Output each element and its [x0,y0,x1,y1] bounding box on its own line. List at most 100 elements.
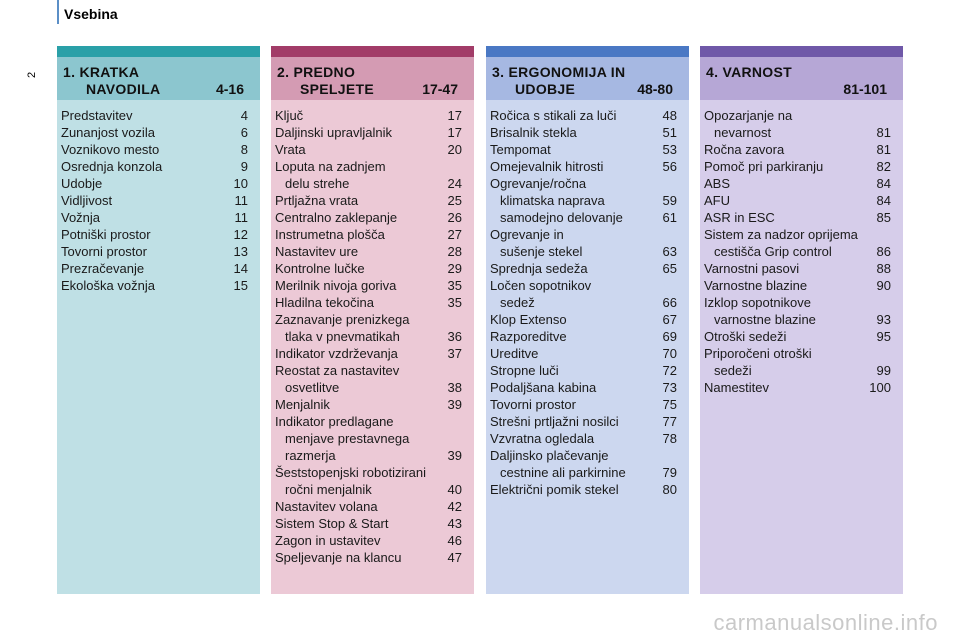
toc-entry[interactable]: Predstavitev 4 [57,107,260,124]
toc-entry[interactable]: Ogrevanje/ročna klimatska naprava 59 [486,175,689,209]
toc-entry[interactable]: Menjalnik 39 [271,396,474,413]
toc-entry[interactable]: Klop Extenso 67 [486,311,689,328]
toc-entry-page: 47 [447,550,462,565]
toc-entry[interactable]: ASR in ESC 85 [700,209,903,226]
toc-entry-page: 65 [662,261,677,276]
toc-entry[interactable]: Daljinski upravljalnik 17 [271,124,474,141]
toc-entry[interactable]: Ročna zavora 81 [700,141,903,158]
section-title-line1: 4. VARNOST [706,64,792,80]
toc-entry-page: 40 [447,482,462,497]
toc-entry[interactable]: Izklop sopotnikove varnostne blazine 93 [700,294,903,328]
toc-entry[interactable]: Kontrolne lučke 29 [271,260,474,277]
section-header: 2. PREDNO SPELJETE 17-47 [271,57,474,100]
toc-entry[interactable]: Brisalnik stekla 51 [486,124,689,141]
toc-entry-title: Instrumetna plošča [275,227,385,242]
toc-entry[interactable]: Instrumetna plošča 27 [271,226,474,243]
toc-entry[interactable]: Vrata 20 [271,141,474,158]
toc-entry-page: 17 [447,125,462,140]
toc-entry-title-continued: nevarnost [714,125,772,140]
toc-entry-title-continued: sedeži [714,363,752,378]
toc-entry[interactable]: Reostat za nastavitev osvetlitve 38 [271,362,474,396]
toc-entry[interactable]: Varnostni pasovi 88 [700,260,903,277]
toc-entry[interactable]: Vzvratna ogledala 78 [486,430,689,447]
toc-entry-page: 95 [876,329,891,344]
toc-entry[interactable]: Nastavitev volana 42 [271,498,474,515]
toc-entry[interactable]: Opozarjanje na nevarnost 81 [700,107,903,141]
toc-entry[interactable]: Udobje 10 [57,175,260,192]
section-title-line2: UDOBJE [515,81,576,97]
toc-entry-title: Tovorni prostor [61,244,147,259]
toc-entry[interactable]: Ročica s stikali za luči 48 [486,107,689,124]
toc-entry[interactable]: Zunanjost vozila 6 [57,124,260,141]
toc-entry[interactable]: Sistem Stop & Start 43 [271,515,474,532]
toc-entry[interactable]: samodejno delovanje 61 [486,209,689,226]
toc-entry[interactable]: Priporočeni otroški sedeži 99 [700,345,903,379]
toc-entry[interactable]: Hladilna tekočina 35 [271,294,474,311]
toc-entry-page: 99 [876,363,891,378]
toc-entry[interactable]: Ogrevanje in sušenje stekel 63 [486,226,689,260]
toc-entry-title: Ročna zavora [704,142,785,157]
toc-entry[interactable]: Loputa na zadnjem delu strehe 24 [271,158,474,192]
toc-entry[interactable]: Prtljažna vrata 25 [271,192,474,209]
toc-entry-title: Potniški prostor [61,227,151,242]
toc-entry[interactable]: Tovorni prostor 75 [486,396,689,413]
toc-entry[interactable]: Nastavitev ure 28 [271,243,474,260]
toc-entry[interactable]: Otroški sedeži 95 [700,328,903,345]
toc-entry-page: 26 [447,210,462,225]
toc-entry[interactable]: Zaznavanje prenizkega tlaka v pnevmatikah… [271,311,474,345]
toc-entry-title: Pomoč pri parkiranju [704,159,824,174]
toc-entry-page: 84 [876,193,891,208]
toc-entry[interactable]: Osrednja konzola 9 [57,158,260,175]
toc-entry[interactable]: Indikator predlagane menjave prestavnega [271,413,474,447]
section-title-line2: NAVODILA [86,81,161,97]
toc-entry[interactable]: razmerja 39 [271,447,474,464]
toc-entry[interactable]: Tempomat 53 [486,141,689,158]
toc-entry[interactable]: Varnostne blazine 90 [700,277,903,294]
toc-entry[interactable]: Šeststopenjski robotizirani ročni menjaln… [271,464,474,498]
toc-entry[interactable]: Pomoč pri parkiranju 82 [700,158,903,175]
toc-entry[interactable]: Podaljšana kabina 73 [486,379,689,396]
toc-entry[interactable]: Tovorni prostor 13 [57,243,260,260]
toc-entry-title-continued: sušenje stekel [500,244,583,259]
toc-entry-title: Ročica s stikali za luči [490,108,617,123]
toc-entry[interactable]: Ločen sopotnikov sedež 66 [486,277,689,311]
toc-entry-page: 14 [233,261,248,276]
toc-entry[interactable]: Daljinsko plačevanje cestnine ali parkirn… [486,447,689,481]
toc-entry[interactable]: Namestitev 100 [700,379,903,396]
toc-entry[interactable]: Omejevalnik hitrosti 56 [486,158,689,175]
toc-entry[interactable]: Ključ 17 [271,107,474,124]
toc-entry-title-continued: tlaka v pnevmatikah [285,329,400,344]
toc-entry-page: 56 [662,159,677,174]
toc-entry-title-continued: menjave prestavnega [285,431,410,446]
toc-entry[interactable]: Prezračevanje 14 [57,260,260,277]
toc-entry-title: Ločen sopotnikov [490,278,592,293]
toc-entry[interactable]: Potniški prostor 12 [57,226,260,243]
toc-entry[interactable]: Razporeditve 69 [486,328,689,345]
toc-entry-title: Loputa na zadnjem [275,159,386,174]
section-title-line1: 1. KRATKA [63,64,140,80]
section-header: 4. VARNOST 81-101 [700,57,903,100]
toc-entry-title: Voznikovo mesto [61,142,160,157]
toc-entry[interactable]: Vožnja 11 [57,209,260,226]
toc-entry[interactable]: Merilnik nivoja goriva 35 [271,277,474,294]
toc-entry[interactable]: Ekološka vožnja 15 [57,277,260,294]
toc-entry-page: 78 [662,431,677,446]
toc-entry[interactable]: Voznikovo mesto 8 [57,141,260,158]
toc-entry[interactable]: Zagon in ustavitev 46 [271,532,474,549]
toc-entry[interactable]: AFU 84 [700,192,903,209]
toc-entry[interactable]: Stropne luči 72 [486,362,689,379]
toc-entry-page: 79 [662,465,677,480]
toc-entry[interactable]: Strešni prtljažni nosilci 77 [486,413,689,430]
toc-entry-page: 20 [447,142,462,157]
toc-entry[interactable]: ABS 84 [700,175,903,192]
toc-entry[interactable]: Sprednja sedeža 65 [486,260,689,277]
toc-entry[interactable]: Sistem za nadzor oprijema cestišča Grip c… [700,226,903,260]
toc-entry[interactable]: Ureditve 70 [486,345,689,362]
toc-entry[interactable]: Vidljivost 11 [57,192,260,209]
toc-entry[interactable]: Speljevanje na klancu 47 [271,549,474,566]
watermark: carmanualsonline.info [713,610,938,635]
toc-entry[interactable]: Indikator vzdrževanja 37 [271,345,474,362]
toc-entry[interactable]: Centralno zaklepanje 26 [271,209,474,226]
toc-entry-title: Opozarjanje na [704,108,793,123]
toc-entry[interactable]: Električni pomik stekel 80 [486,481,689,498]
